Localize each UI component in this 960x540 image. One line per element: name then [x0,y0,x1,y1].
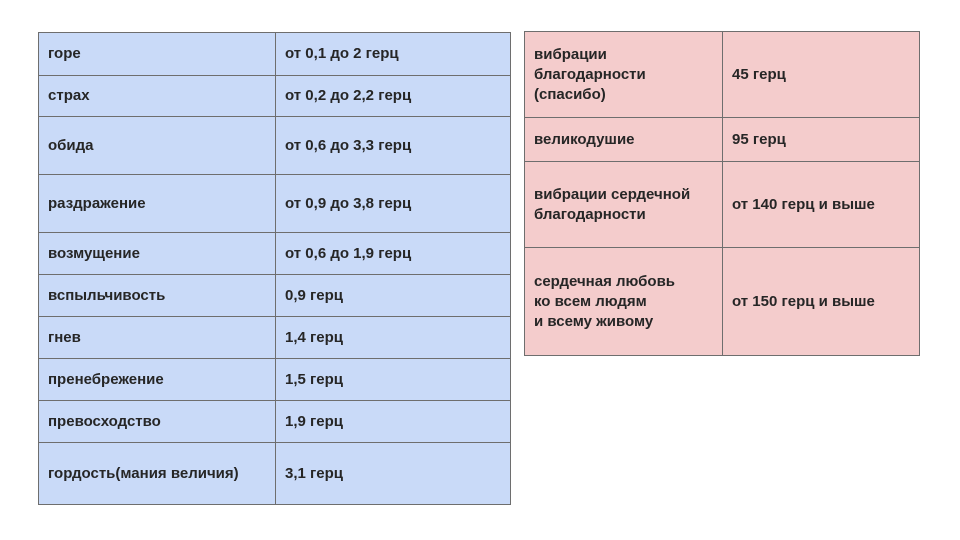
table-row: раздражение от 0,9 до 3,8 герц [38,174,511,233]
table-row: превосходство 1,9 герц [38,400,511,443]
emotion-name-cell: возмущение [38,232,276,275]
table-row: возмущение от 0,6 до 1,9 герц [38,232,511,275]
emotions-frequency-table: горе от 0,1 до 2 герц страх от 0,2 до 2,… [38,32,511,505]
table-row: вибрации благодарности (спасибо) 45 герц [524,31,920,118]
vibration-name-cell: великодушие [524,117,723,162]
emotion-name-cell: горе [38,32,276,76]
table-row: сердечная любовь ко всем людям и всему ж… [524,247,920,356]
frequency-cell: 3,1 герц [275,442,511,505]
table-row: вибрации сердечной благодарности от 140 … [524,161,920,248]
emotion-name-cell: гнев [38,316,276,359]
frequency-cell: от 140 герц и выше [722,161,920,248]
emotion-name-cell: превосходство [38,400,276,443]
frequency-cell: от 0,6 до 1,9 герц [275,232,511,275]
frequency-cell: от 150 герц и выше [722,247,920,356]
emotion-name-cell: вспыльчивость [38,274,276,317]
table-row: вспыльчивость 0,9 герц [38,274,511,317]
frequency-cell: от 0,1 до 2 герц [275,32,511,76]
frequency-cell: 1,9 герц [275,400,511,443]
emotion-name-cell: пренебрежение [38,358,276,401]
table-row: обида от 0,6 до 3,3 герц [38,116,511,175]
frequency-cell: от 0,9 до 3,8 герц [275,174,511,233]
frequency-cell: 1,5 герц [275,358,511,401]
table-row: горе от 0,1 до 2 герц [38,32,511,76]
emotion-name-cell: гордость(мания величия) [38,442,276,505]
table-row: гнев 1,4 герц [38,316,511,359]
emotion-name-cell: раздражение [38,174,276,233]
frequency-cell: от 0,6 до 3,3 герц [275,116,511,175]
vibration-name-cell: вибрации сердечной благодарности [524,161,723,248]
emotion-name-cell: обида [38,116,276,175]
frequency-cell: 0,9 герц [275,274,511,317]
positive-vibrations-table: вибрации благодарности (спасибо) 45 герц… [524,31,920,356]
vibration-name-cell: вибрации благодарности (спасибо) [524,31,723,118]
frequency-cell: 95 герц [722,117,920,162]
frequency-cell: от 0,2 до 2,2 герц [275,75,511,117]
table-row: страх от 0,2 до 2,2 герц [38,75,511,117]
vibration-name-cell: сердечная любовь ко всем людям и всему ж… [524,247,723,356]
table-row: гордость(мания величия) 3,1 герц [38,442,511,505]
frequency-cell: 45 герц [722,31,920,118]
frequency-cell: 1,4 герц [275,316,511,359]
table-row: пренебрежение 1,5 герц [38,358,511,401]
table-row: великодушие 95 герц [524,117,920,162]
emotion-name-cell: страх [38,75,276,117]
